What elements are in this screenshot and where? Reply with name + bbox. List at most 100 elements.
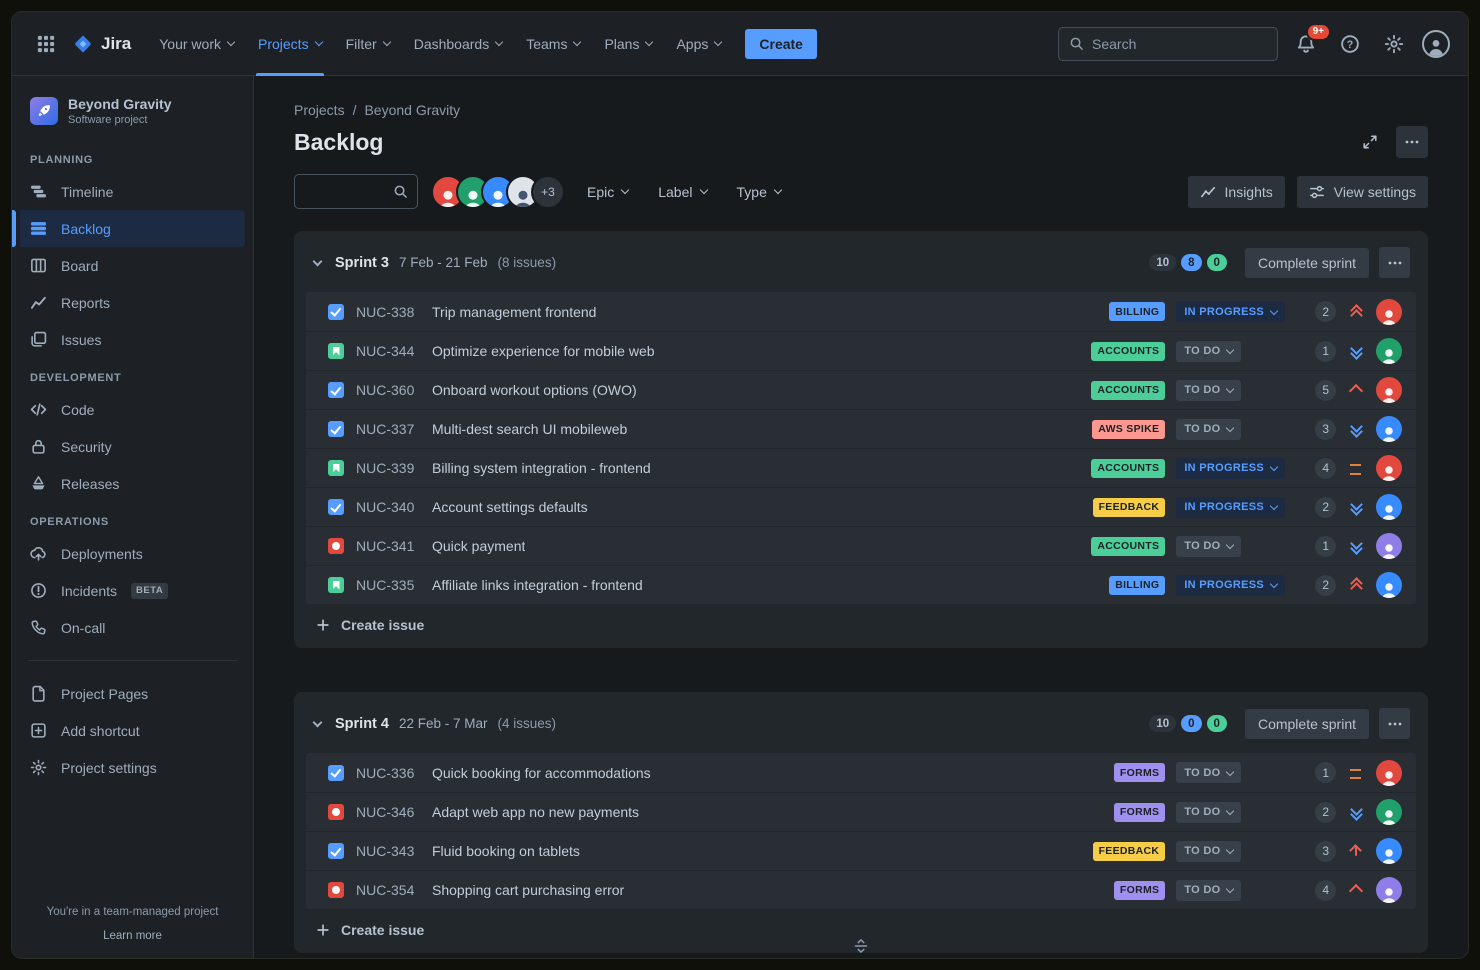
assignee-avatar[interactable] (1376, 838, 1402, 864)
status-dropdown[interactable]: TO DO (1176, 801, 1242, 823)
status-dropdown[interactable]: IN PROGRESS (1176, 574, 1286, 596)
issue-row[interactable]: NUC-354 Shopping cart purchasing error F… (306, 870, 1416, 909)
status-dropdown[interactable]: TO DO (1176, 535, 1242, 557)
sprint-more-button[interactable] (1379, 247, 1410, 278)
insights-button[interactable]: Insights (1187, 175, 1285, 208)
profile-button[interactable] (1422, 29, 1450, 58)
global-search-input[interactable] (1092, 35, 1273, 52)
sidebar-item[interactable]: Board (20, 247, 245, 284)
story-points-badge: 2 (1315, 574, 1336, 596)
issue-row[interactable]: NUC-346 Adapt web app no new payments FO… (306, 792, 1416, 831)
sprint-more-button[interactable] (1379, 708, 1410, 739)
global-search[interactable] (1058, 26, 1278, 61)
assignee-avatar[interactable] (1376, 416, 1402, 442)
sidebar-item[interactable]: Issues (20, 321, 245, 358)
issue-row[interactable]: NUC-337 Multi-dest search UI mobileweb A… (306, 409, 1416, 448)
status-dropdown[interactable]: TO DO (1176, 879, 1242, 901)
priority-icon (1347, 842, 1365, 860)
create-button[interactable]: Create (745, 28, 817, 59)
issue-row[interactable]: NUC-341 Quick payment ACCOUNTS TO DO (306, 526, 1416, 565)
status-dropdown[interactable]: IN PROGRESS (1176, 301, 1286, 322)
settings-button[interactable] (1378, 28, 1410, 60)
backlog-search-input[interactable] (304, 183, 387, 200)
sidebar-item[interactable]: Releases (20, 465, 245, 502)
assignee-avatar[interactable] (1376, 759, 1402, 786)
nav-item[interactable]: Your work (147, 12, 246, 76)
filter-dropdown[interactable]: Label (656, 178, 708, 206)
assignee-avatar[interactable] (1376, 799, 1402, 825)
issue-row[interactable]: NUC-340 Account settings defaults FEEDBA… (306, 487, 1416, 526)
sprint-name[interactable]: Sprint 4 (335, 715, 389, 732)
project-avatar (30, 97, 58, 125)
page-more-button[interactable] (1396, 126, 1428, 158)
person-icon (1379, 581, 1399, 598)
app-switcher-button[interactable] (30, 28, 62, 60)
sidebar-item[interactable]: On-call (20, 609, 245, 646)
create-issue-button[interactable]: Create issue (306, 909, 1416, 941)
jira-logo[interactable]: Jira (64, 33, 145, 55)
nav-item[interactable]: Filter (334, 12, 402, 76)
collapse-sprint-caret[interactable] (312, 256, 323, 267)
issue-row[interactable]: NUC-360 Onboard workout options (OWO) AC… (306, 370, 1416, 409)
assignee-avatar[interactable] (1376, 377, 1402, 403)
nav-item[interactable]: Teams (514, 12, 592, 76)
assignee-avatar[interactable] (1376, 877, 1402, 903)
sidebar-item[interactable]: Project Pages (20, 675, 245, 712)
filter-dropdown[interactable]: Type (735, 178, 783, 206)
status-dropdown[interactable]: IN PROGRESS (1176, 496, 1286, 518)
status-dropdown[interactable]: TO DO (1176, 340, 1242, 362)
nav-item[interactable]: Dashboards (402, 12, 515, 76)
issue-row[interactable]: NUC-344 Optimize experience for mobile w… (306, 331, 1416, 370)
issue-row[interactable]: NUC-338 Trip management frontend BILLING… (306, 292, 1416, 331)
complete-sprint-button[interactable]: Complete sprint (1244, 708, 1369, 739)
backlog-search[interactable] (294, 174, 418, 209)
project-header[interactable]: Beyond Gravity Software project (20, 94, 245, 140)
complete-sprint-button[interactable]: Complete sprint (1244, 247, 1369, 278)
create-issue-button[interactable]: Create issue (306, 604, 1416, 636)
sidebar-item[interactable]: Backlog (12, 210, 245, 247)
issue-row[interactable]: NUC-339 Billing system integration - fro… (306, 448, 1416, 487)
sidebar-item[interactable]: Add shortcut (20, 712, 245, 749)
learn-more-link[interactable]: Learn more (103, 930, 162, 942)
resize-drag-handle[interactable] (853, 938, 869, 954)
status-dropdown[interactable]: TO DO (1176, 762, 1242, 783)
sidebar-item[interactable]: Security (20, 428, 245, 465)
nav-item[interactable]: Apps (664, 12, 733, 76)
issue-type-icon (328, 882, 344, 898)
status-dropdown[interactable]: IN PROGRESS (1176, 457, 1286, 479)
view-settings-button[interactable]: View settings (1296, 175, 1428, 208)
issue-row[interactable]: NUC-335 Affiliate links integration - fr… (306, 565, 1416, 604)
fullscreen-button[interactable] (1354, 126, 1386, 158)
status-dropdown[interactable]: TO DO (1176, 418, 1242, 440)
breadcrumb-project-link[interactable]: Beyond Gravity (364, 102, 461, 118)
sidebar-item[interactable]: Reports (20, 284, 245, 321)
issue-type-icon (328, 843, 344, 859)
assignee-avatar[interactable] (1376, 338, 1402, 364)
notifications-button[interactable]: 9+ (1290, 22, 1331, 60)
assignee-avatar[interactable] (1376, 572, 1402, 598)
collapse-sprint-caret[interactable] (312, 717, 323, 728)
avatar-overflow-badge[interactable]: +3 (531, 174, 565, 209)
issue-row[interactable]: NUC-336 Quick booking for accommodations… (306, 753, 1416, 792)
help-button[interactable] (1334, 28, 1366, 60)
breadcrumb-projects-link[interactable]: Projects (294, 102, 345, 118)
filter-dropdown[interactable]: Epic (585, 178, 630, 206)
sidebar-item[interactable]: Project settings (20, 749, 245, 786)
sidebar-item-label: Incidents (61, 582, 118, 599)
assignee-avatar[interactable] (1376, 494, 1402, 520)
assignee-avatar[interactable] (1376, 533, 1402, 559)
nav-item[interactable]: Projects (246, 12, 334, 76)
sidebar-item[interactable]: Code (20, 391, 245, 428)
priority-icon (1347, 459, 1365, 477)
nav-item[interactable]: Plans (592, 12, 664, 76)
status-dropdown[interactable]: TO DO (1176, 840, 1242, 862)
sprint-name[interactable]: Sprint 3 (335, 254, 389, 271)
issue-row[interactable]: NUC-343 Fluid booking on tablets FEEDBAC… (306, 831, 1416, 870)
assignee-avatar[interactable] (1376, 455, 1402, 481)
assignee-avatar[interactable] (1376, 298, 1402, 325)
status-dropdown[interactable]: TO DO (1176, 379, 1242, 401)
sidebar-item[interactable]: Deployments (20, 535, 245, 572)
filter-dropdown-label: Label (658, 183, 693, 200)
sidebar-item[interactable]: Incidents BETA (20, 572, 245, 609)
sidebar-item[interactable]: Timeline (20, 173, 245, 210)
